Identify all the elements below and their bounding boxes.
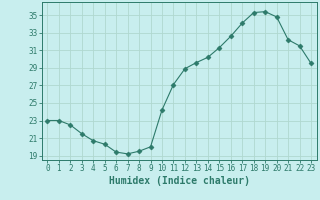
X-axis label: Humidex (Indice chaleur): Humidex (Indice chaleur) <box>109 176 250 186</box>
